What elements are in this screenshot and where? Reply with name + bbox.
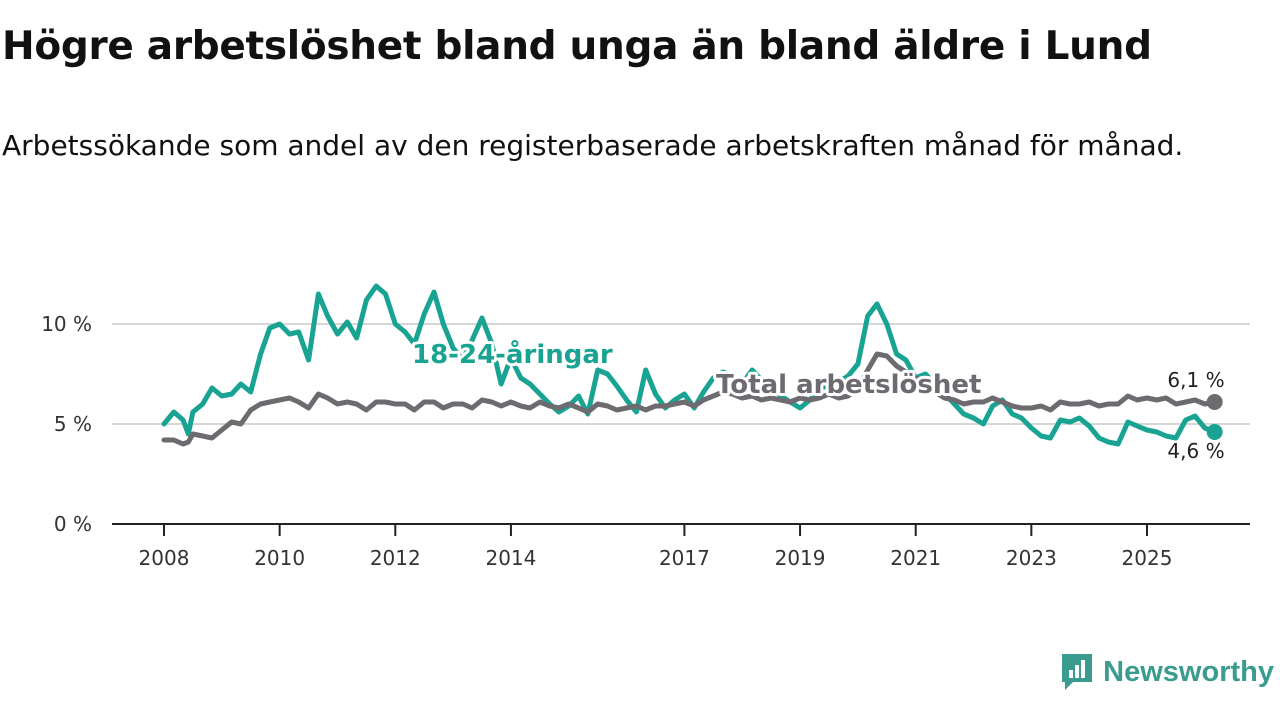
chart-subtitle: Arbetssökande som andel av den registerb… [2, 129, 1184, 162]
series-line-0 [161, 283, 1218, 447]
x-tick-label: 2014 [485, 546, 536, 570]
series-labels: 18-24-åringar Total arbetslöshet 6,1 % 4,6 … [409, 335, 1227, 466]
x-tick-label: 2008 [139, 546, 190, 570]
x-tick-label: 2017 [659, 546, 710, 570]
series-line-1 [161, 351, 1218, 447]
series-end-marker-1 [1206, 394, 1223, 410]
x-axis-ticks: 2008 2010 2012 2014 2017 2019 2021 2023 2025 [139, 524, 1173, 570]
series-label-youth: 18-24-åringar [412, 338, 613, 370]
newsworthy-logo-icon [1062, 654, 1093, 690]
x-tick-label: 2010 [254, 546, 305, 570]
x-tick-label: 2012 [370, 546, 421, 570]
y-tick-label: 0 % [54, 512, 92, 536]
y-tick-label: 5 % [54, 412, 92, 436]
newsworthy-logo: Newsworthy [1059, 652, 1274, 692]
x-tick-label: 2023 [1006, 546, 1057, 570]
x-tick-label: 2021 [890, 546, 941, 570]
brand-name: Newsworthy [1103, 655, 1274, 688]
x-tick-label: 2019 [775, 546, 826, 570]
y-tick-label: 10 % [41, 312, 92, 336]
x-tick-label: 2025 [1122, 546, 1173, 570]
series-label-total: Total arbetslöshet [716, 370, 981, 400]
end-value-total: 6,1 % [1167, 368, 1224, 392]
series-end-marker-0 [1206, 424, 1223, 440]
series-lines [161, 283, 1223, 447]
end-value-youth: 4,6 % [1167, 439, 1224, 463]
chart-title: Högre arbetslöshet bland unga än bland ä… [2, 24, 1152, 69]
